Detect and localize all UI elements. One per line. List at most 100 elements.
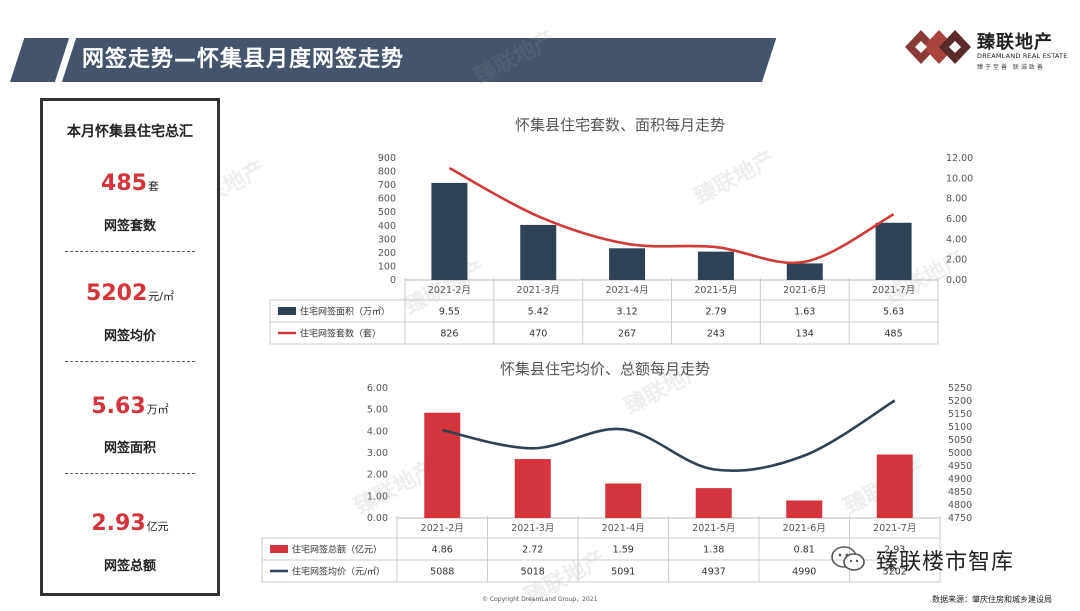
y-axis-left-tick: 100 <box>378 261 396 272</box>
y-axis-left-tick: 800 <box>378 167 396 178</box>
y-axis-right-tick: 5250 <box>948 383 972 394</box>
stat-unit: 万㎡ <box>146 403 169 416</box>
y-axis-left-tick: 300 <box>378 234 396 245</box>
y-axis-right-tick: 4.00 <box>946 234 967 245</box>
bar <box>695 488 732 518</box>
wechat-badge: 臻联楼市智库 <box>828 540 1058 580</box>
data-label: 5088 <box>430 567 454 578</box>
data-label: 4990 <box>792 567 816 578</box>
stat-units: 485套 <box>43 171 217 196</box>
legend-label: 住宅网签套数（套） <box>300 328 381 340</box>
y-axis-right-tick: 4950 <box>948 461 972 472</box>
data-label: 1.63 <box>794 307 815 318</box>
x-axis-tick: 2021-7月 <box>872 285 915 296</box>
y-axis-left-tick: 4.00 <box>367 426 388 437</box>
data-label: 134 <box>796 329 814 340</box>
y-axis-right-tick: 10.00 <box>946 173 973 184</box>
data-label: 1.59 <box>613 545 634 556</box>
data-label: 4.86 <box>432 545 453 556</box>
y-axis-right-tick: 6.00 <box>946 214 967 225</box>
stat-unit: 亿元 <box>146 520 169 533</box>
bar <box>876 454 913 518</box>
y-axis-left-tick: 5.00 <box>367 405 388 416</box>
y-axis-right-tick: 5050 <box>948 435 972 446</box>
data-label: 267 <box>618 329 636 340</box>
data-label: 470 <box>529 329 547 340</box>
y-axis-left-tick: 900 <box>378 153 396 164</box>
data-source-text: 数据来源：肇庆住房和城乡建设局 <box>932 595 1052 604</box>
bar <box>786 263 823 280</box>
y-axis-left-tick: 6.00 <box>367 383 388 394</box>
stat-unit: 元/㎡ <box>148 290 174 303</box>
bar <box>697 251 734 280</box>
y-axis-right-tick: 12.00 <box>946 153 973 164</box>
logo-name: 臻联地产 <box>977 32 1053 53</box>
y-axis-right-tick: 4800 <box>948 500 972 511</box>
legend-label: 住宅网签面积（万㎡） <box>300 306 390 318</box>
y-axis-right-tick: 5150 <box>948 409 972 420</box>
data-label: 485 <box>885 329 903 340</box>
data-label: 1.38 <box>703 545 724 556</box>
bar <box>431 182 468 280</box>
y-axis-right-tick: 5200 <box>948 396 972 407</box>
stat-label: 网签面积 <box>103 441 156 456</box>
wechat-icon <box>831 546 865 571</box>
bar <box>605 483 642 518</box>
stat-total: 2.93亿元 <box>43 511 217 536</box>
bar <box>609 248 646 280</box>
y-axis-right-tick: 5100 <box>948 422 972 433</box>
stat-value: 485 <box>101 171 147 196</box>
bar <box>786 500 823 518</box>
series-line <box>441 399 896 473</box>
stat-label: 网签套数 <box>103 219 156 234</box>
y-axis-right-tick: 4850 <box>948 487 972 498</box>
stat-avg-price: 5202元/㎡ <box>43 281 217 306</box>
data-label: 5.42 <box>528 307 549 318</box>
y-axis-right-tick: 2.00 <box>946 255 967 266</box>
x-axis-tick: 2021-4月 <box>606 285 649 296</box>
bar <box>875 222 912 280</box>
x-axis-tick: 2021-4月 <box>602 523 645 534</box>
data-label: 5018 <box>521 567 545 578</box>
wechat-name: 臻联楼市智库 <box>876 550 1015 575</box>
y-axis-right-tick: 4750 <box>948 513 972 524</box>
y-axis-left-tick: 1.00 <box>367 491 388 502</box>
bar <box>514 459 551 518</box>
page-title: 网签走势—怀集县月度网签走势 <box>82 47 405 72</box>
bar <box>424 412 461 518</box>
copyright-text: © Copyright DreamLand Group，2021 <box>482 596 598 603</box>
legend-swatch-bar <box>278 307 296 315</box>
chart-title: 怀集县住宅套数、面积每月走势 <box>515 116 725 134</box>
y-axis-right-tick: 5000 <box>948 448 972 459</box>
x-axis-tick: 2021-5月 <box>692 523 735 534</box>
logo-slogan: 臻于至善 联诚致善 <box>977 64 1045 71</box>
divider <box>65 251 195 252</box>
data-label: 5202 <box>883 567 907 578</box>
logo-mark-icon <box>905 30 971 64</box>
y-axis-left-tick: 2.00 <box>367 470 388 481</box>
x-axis-tick: 2021-3月 <box>517 285 560 296</box>
chart-title: 怀集县住宅均价、总额每月走势 <box>500 360 710 378</box>
divider <box>65 473 195 474</box>
data-label: 826 <box>440 329 458 340</box>
x-axis-tick: 2021-2月 <box>428 285 471 296</box>
stat-label: 网签均价 <box>103 329 156 344</box>
y-axis-left-tick: 500 <box>378 207 396 218</box>
bar <box>520 224 557 280</box>
y-axis-right-tick: 4900 <box>948 474 972 485</box>
y-axis-right-tick: 8.00 <box>946 194 967 205</box>
stat-label: 网签总额 <box>103 559 156 574</box>
x-axis-tick: 2021-6月 <box>783 523 826 534</box>
data-label: 243 <box>707 329 725 340</box>
stat-value: 2.93 <box>91 511 146 536</box>
x-axis-tick: 2021-7月 <box>873 523 916 534</box>
y-axis-left-tick: 400 <box>378 221 396 232</box>
data-label: 2.79 <box>705 307 726 318</box>
x-axis-tick: 2021-5月 <box>694 285 737 296</box>
company-logo: 臻联地产 DREAMLAND REAL ESTATE 臻于至善 联诚致善 <box>905 22 1075 72</box>
y-axis-left-tick: 200 <box>378 248 396 259</box>
data-label: 5091 <box>611 567 635 578</box>
divider <box>65 361 195 362</box>
data-label: 4937 <box>702 567 726 578</box>
data-label: 9.55 <box>439 307 460 318</box>
